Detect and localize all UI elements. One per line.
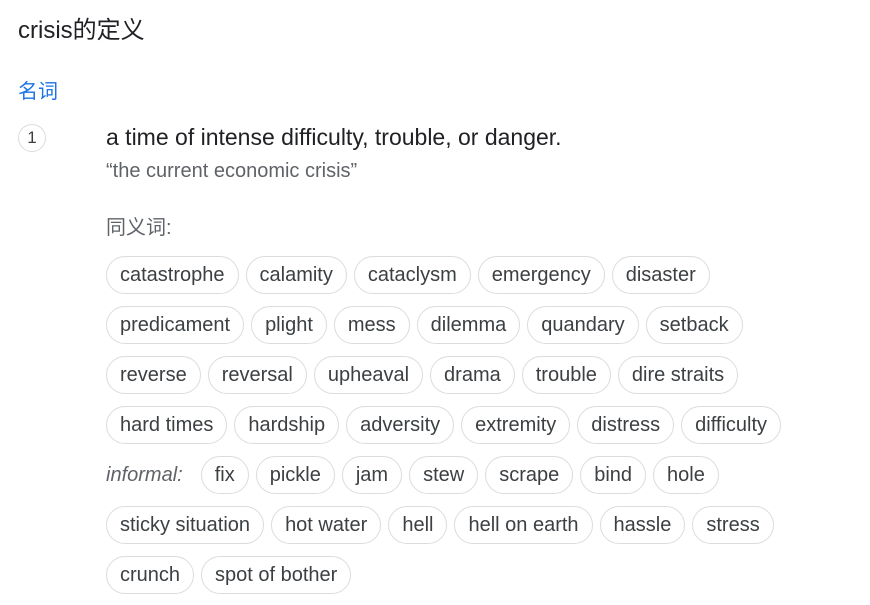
synonym-chip[interactable]: dilemma xyxy=(416,306,521,344)
synonym-chip[interactable]: sticky situation xyxy=(106,506,265,544)
synonym-chip[interactable]: reversal xyxy=(207,356,307,394)
synonym-chip[interactable]: adversity xyxy=(346,406,455,444)
synonym-row: reverse reversal upheaval drama trouble … xyxy=(106,355,870,395)
synonym-chip[interactable]: hell on earth xyxy=(454,506,593,544)
synonym-chip[interactable]: scrape xyxy=(485,456,574,494)
page-title: crisis的定义 xyxy=(18,17,145,44)
part-of-speech: 名词 xyxy=(18,81,58,103)
synonym-chip[interactable]: disaster xyxy=(611,256,710,294)
sense-number-badge: 1 xyxy=(18,124,46,152)
synonym-chip[interactable]: bind xyxy=(580,456,647,494)
informal-label: informal: xyxy=(106,463,183,486)
synonym-row: crunch spot of bother xyxy=(106,555,870,595)
synonym-row-informal: informal: fix pickle jam stew scrape bin… xyxy=(106,455,870,495)
synonym-chip[interactable]: calamity xyxy=(245,256,347,294)
synonym-chip[interactable]: distress xyxy=(577,406,675,444)
synonym-row: catastrophe calamity cataclysm emergency… xyxy=(106,255,870,295)
synonym-chip[interactable]: difficulty xyxy=(681,406,782,444)
sense-number: 1 xyxy=(27,128,37,147)
synonym-chip[interactable]: stress xyxy=(692,506,774,544)
synonym-chip[interactable]: hot water xyxy=(271,506,382,544)
synonym-chip[interactable]: quandary xyxy=(527,306,639,344)
synonym-chip[interactable]: pickle xyxy=(255,456,335,494)
synonym-row: hard times hardship adversity extremity … xyxy=(106,405,870,445)
synonym-chip[interactable]: drama xyxy=(430,356,515,394)
synonym-chip[interactable]: jam xyxy=(341,456,403,494)
synonym-chip[interactable]: extremity xyxy=(461,406,571,444)
synonyms-label: 同义词: xyxy=(106,217,172,239)
synonym-chip[interactable]: hassle xyxy=(599,506,686,544)
definition-text: a time of intense difficulty, trouble, o… xyxy=(106,124,562,150)
synonym-chip[interactable]: hardship xyxy=(234,406,340,444)
synonym-chip[interactable]: reverse xyxy=(106,356,201,394)
synonym-chip[interactable]: predicament xyxy=(106,306,245,344)
synonym-chip[interactable]: spot of bother xyxy=(201,556,352,594)
synonym-chip[interactable]: hole xyxy=(653,456,719,494)
synonym-chip[interactable]: setback xyxy=(645,306,743,344)
synonyms-list: catastrophe calamity cataclysm emergency… xyxy=(106,255,870,605)
synonym-chip[interactable]: emergency xyxy=(477,256,605,294)
synonym-chip[interactable]: fix xyxy=(200,456,249,494)
synonym-row: predicament plight mess dilemma quandary… xyxy=(106,305,870,345)
synonym-row: sticky situation hot water hell hell on … xyxy=(106,505,870,545)
example-sentence: “the current economic crisis” xyxy=(106,160,358,182)
synonym-chip[interactable]: cataclysm xyxy=(353,256,471,294)
synonym-chip[interactable]: hard times xyxy=(106,406,228,444)
synonym-chip[interactable]: dire straits xyxy=(617,356,739,394)
synonym-chip[interactable]: mess xyxy=(333,306,410,344)
synonym-chip[interactable]: crunch xyxy=(106,556,195,594)
synonym-chip[interactable]: trouble xyxy=(521,356,611,394)
synonym-chip[interactable]: stew xyxy=(409,456,479,494)
synonym-chip[interactable]: catastrophe xyxy=(106,256,239,294)
synonym-chip[interactable]: upheaval xyxy=(313,356,424,394)
synonym-chip[interactable]: hell xyxy=(388,506,448,544)
synonym-chip[interactable]: plight xyxy=(251,306,327,344)
